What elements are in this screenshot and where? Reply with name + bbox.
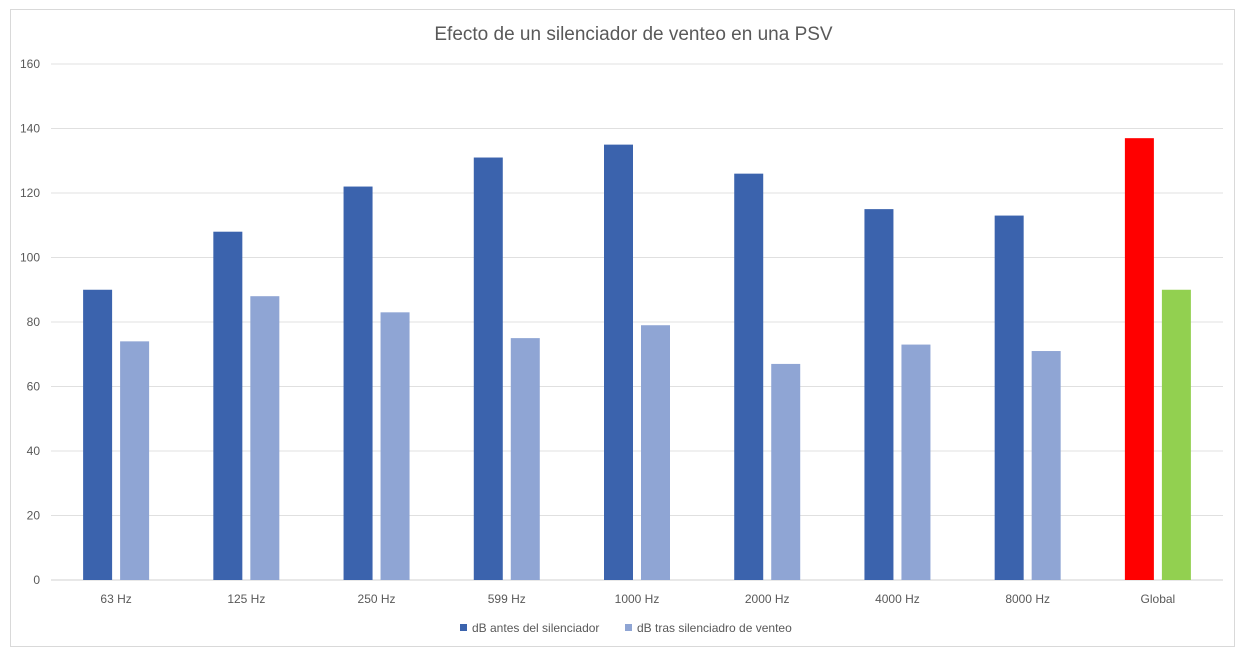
- x-tick-label: 63 Hz: [100, 592, 131, 606]
- y-axis: 0 20 40 60 80 100 120 140 160: [20, 57, 40, 587]
- y-tick-label: 120: [20, 186, 40, 200]
- bar-after-8000-hz: [1031, 351, 1061, 580]
- y-tick-label: 20: [27, 509, 41, 523]
- y-tick-label: 40: [27, 444, 41, 458]
- bar-before-2000-hz: [734, 173, 764, 580]
- legend-swatch-after: [625, 624, 632, 631]
- bar-before-1000-hz: [604, 144, 633, 580]
- gridlines: [51, 63, 1223, 581]
- bar-after-global: [1161, 289, 1191, 580]
- y-tick-label: 100: [20, 251, 40, 265]
- bar-after-1000-hz: [641, 325, 670, 580]
- y-tick-label: 140: [20, 122, 40, 136]
- x-tick-label: 1000 Hz: [615, 592, 660, 606]
- bar-after-2000-hz: [771, 363, 801, 580]
- bar-before-250-hz: [343, 186, 373, 581]
- y-tick-label: 160: [20, 57, 40, 71]
- chart-title: Efecto de un silenciador de venteo en un…: [434, 24, 833, 45]
- bar-before-global: [1124, 138, 1154, 581]
- x-tick-label: 250 Hz: [358, 592, 396, 606]
- bar-chart: Efecto de un silenciador de venteo en un…: [20, 24, 1223, 635]
- bar-before-4000-hz: [864, 209, 894, 580]
- legend: dB antes del silenciador dB tras silencia…: [460, 621, 792, 635]
- bar-before-8000-hz: [994, 215, 1024, 580]
- y-tick-label: 0: [33, 573, 40, 587]
- bars: [83, 138, 1191, 581]
- bar-after-63-hz: [120, 341, 150, 580]
- x-tick-label: 599 Hz: [488, 592, 526, 606]
- bar-after-125-hz: [250, 296, 280, 580]
- legend-label-after: dB tras silenciadro de venteo: [637, 621, 792, 635]
- x-tick-label: 2000 Hz: [745, 592, 790, 606]
- y-tick-label: 60: [27, 380, 41, 394]
- bar-before-125-hz: [213, 231, 243, 580]
- chart-frame: Efecto de un silenciador de venteo en un…: [10, 9, 1235, 647]
- bar-after-4000-hz: [901, 344, 931, 580]
- bar-before-63-hz: [83, 289, 113, 580]
- bar-after-599-hz: [510, 338, 540, 580]
- legend-label-before: dB antes del silenciador: [472, 621, 599, 635]
- y-tick-label: 80: [27, 315, 41, 329]
- x-tick-label: 8000 Hz: [1005, 592, 1050, 606]
- legend-swatch-before: [460, 624, 467, 631]
- bar-before-599-hz: [473, 157, 503, 580]
- bar-after-250-hz: [380, 312, 410, 580]
- x-axis: 63 Hz 125 Hz 250 Hz 599 Hz 1000 Hz 2000 Hz 400…: [100, 592, 1175, 606]
- x-tick-label: 4000 Hz: [875, 592, 920, 606]
- x-tick-label: Global: [1141, 592, 1176, 606]
- x-tick-label: 125 Hz: [227, 592, 265, 606]
